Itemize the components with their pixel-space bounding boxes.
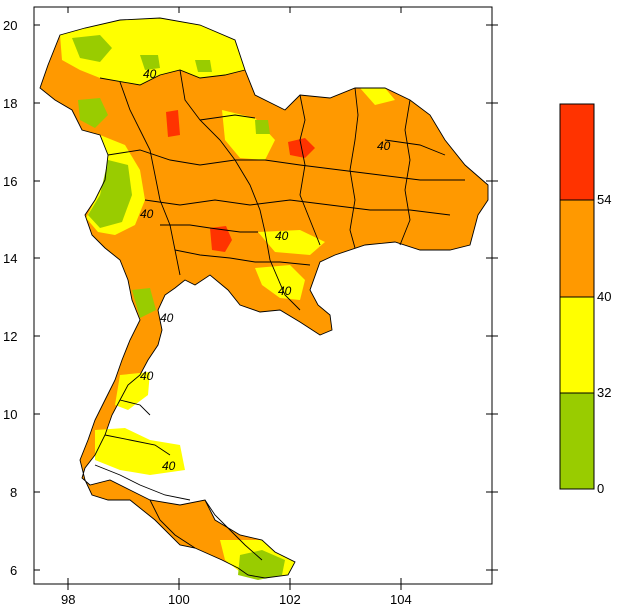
province-line — [384, 139, 446, 156]
y-tick-label: 18 — [3, 96, 17, 111]
y-axis: 6 8 10 12 14 16 18 20 — [3, 18, 498, 578]
province-line — [160, 224, 258, 233]
yellow-zone-central — [258, 230, 325, 255]
yellow-zone-loei — [222, 110, 275, 160]
province-line — [94, 464, 191, 501]
province-line — [399, 99, 411, 246]
province-line — [107, 149, 465, 181]
green-zone-north-small-1 — [140, 55, 160, 70]
colorbar-label: 32 — [597, 385, 611, 400]
colorbar: 0 32 40 54 — [559, 103, 611, 496]
province-line — [299, 94, 321, 246]
province-line — [119, 399, 151, 416]
green-zone-south — [238, 550, 285, 580]
province-line — [199, 114, 256, 121]
province-line — [204, 499, 263, 561]
colorbar-bin-red — [560, 104, 594, 200]
x-tick-label: 98 — [61, 592, 75, 607]
province-line — [264, 231, 301, 311]
green-zone-nw-2 — [78, 98, 108, 128]
province-line — [349, 87, 359, 249]
province-line — [149, 499, 196, 549]
contour-label: 40 — [160, 311, 174, 325]
province-line — [179, 69, 266, 233]
green-zone-kanchanaburi — [132, 288, 156, 318]
x-tick-label: 100 — [168, 592, 190, 607]
y-tick-label: 10 — [3, 407, 17, 422]
green-zone-north-small-2 — [195, 60, 212, 72]
contour-label: 40 — [162, 459, 176, 473]
green-zone-west — [88, 160, 132, 228]
contour-label: 40 — [278, 284, 292, 298]
borders — [39, 17, 489, 579]
yellow-zone-northeast — [360, 88, 395, 105]
contour-label: 40 — [275, 229, 289, 243]
x-tick-label: 102 — [279, 592, 301, 607]
colorbar-label: 0 — [597, 481, 604, 496]
y-tick-label: 12 — [3, 329, 17, 344]
y-tick-label: 20 — [3, 18, 17, 33]
x-tick-label: 104 — [390, 592, 412, 607]
contour-labels: 40 40 40 40 40 40 40 40 — [140, 67, 391, 473]
province-line — [144, 199, 451, 216]
colorbar-bin-yellow — [560, 297, 594, 393]
y-tick-label: 6 — [10, 563, 17, 578]
contour-label: 40 — [140, 207, 154, 221]
colorbar-label: 54 — [597, 192, 611, 207]
y-tick-label: 8 — [10, 485, 17, 500]
colorbar-label: 40 — [597, 289, 611, 304]
green-zone-nw-1 — [72, 35, 112, 62]
colorbar-bin-green — [560, 393, 594, 489]
province-line — [119, 81, 181, 276]
y-tick-label: 14 — [3, 251, 17, 266]
contour-label: 40 — [143, 67, 157, 81]
colorbar-bin-orange — [560, 200, 594, 297]
contour-label: 40 — [140, 369, 154, 383]
province-line — [174, 249, 311, 266]
province-line — [104, 434, 171, 456]
y-tick-label: 16 — [3, 174, 17, 189]
red-zone-central — [210, 226, 232, 252]
x-axis: 98 100 102 104 — [61, 7, 412, 607]
yellow-zone-south-2 — [95, 428, 185, 475]
green-zone-loei — [255, 120, 270, 134]
contour-label: 40 — [377, 139, 391, 153]
red-zone-north — [166, 110, 180, 137]
